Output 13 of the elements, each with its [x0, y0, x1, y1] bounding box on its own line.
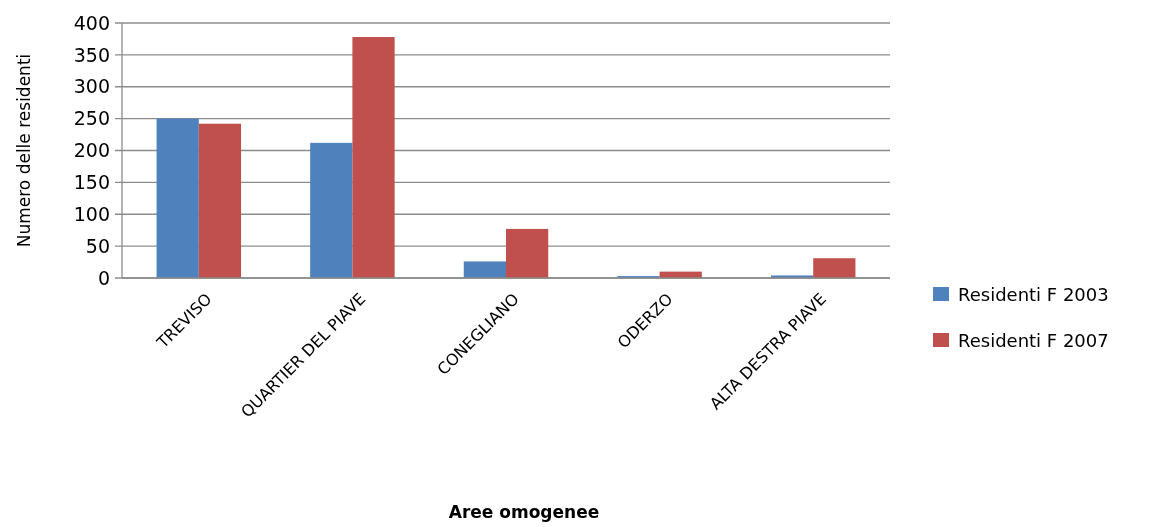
legend-label: Residenti F 2003	[958, 284, 1109, 306]
x-axis-title: Aree omogenee	[448, 502, 600, 522]
y-tick-label: 0	[97, 266, 110, 289]
y-tick-label: 300	[73, 75, 110, 98]
y-tick-label: 50	[85, 234, 110, 257]
y-tick-label: 400	[73, 11, 110, 34]
y-tick-label: 200	[73, 139, 110, 162]
y-tick-label: 100	[73, 202, 110, 225]
legend-label: Residenti F 2007	[958, 330, 1109, 352]
y-axis-title: Numero delle residenti	[14, 53, 34, 248]
y-tick-label: 350	[73, 43, 110, 66]
y-tick-label: 150	[73, 171, 110, 194]
y-tick-label: 250	[73, 107, 110, 130]
